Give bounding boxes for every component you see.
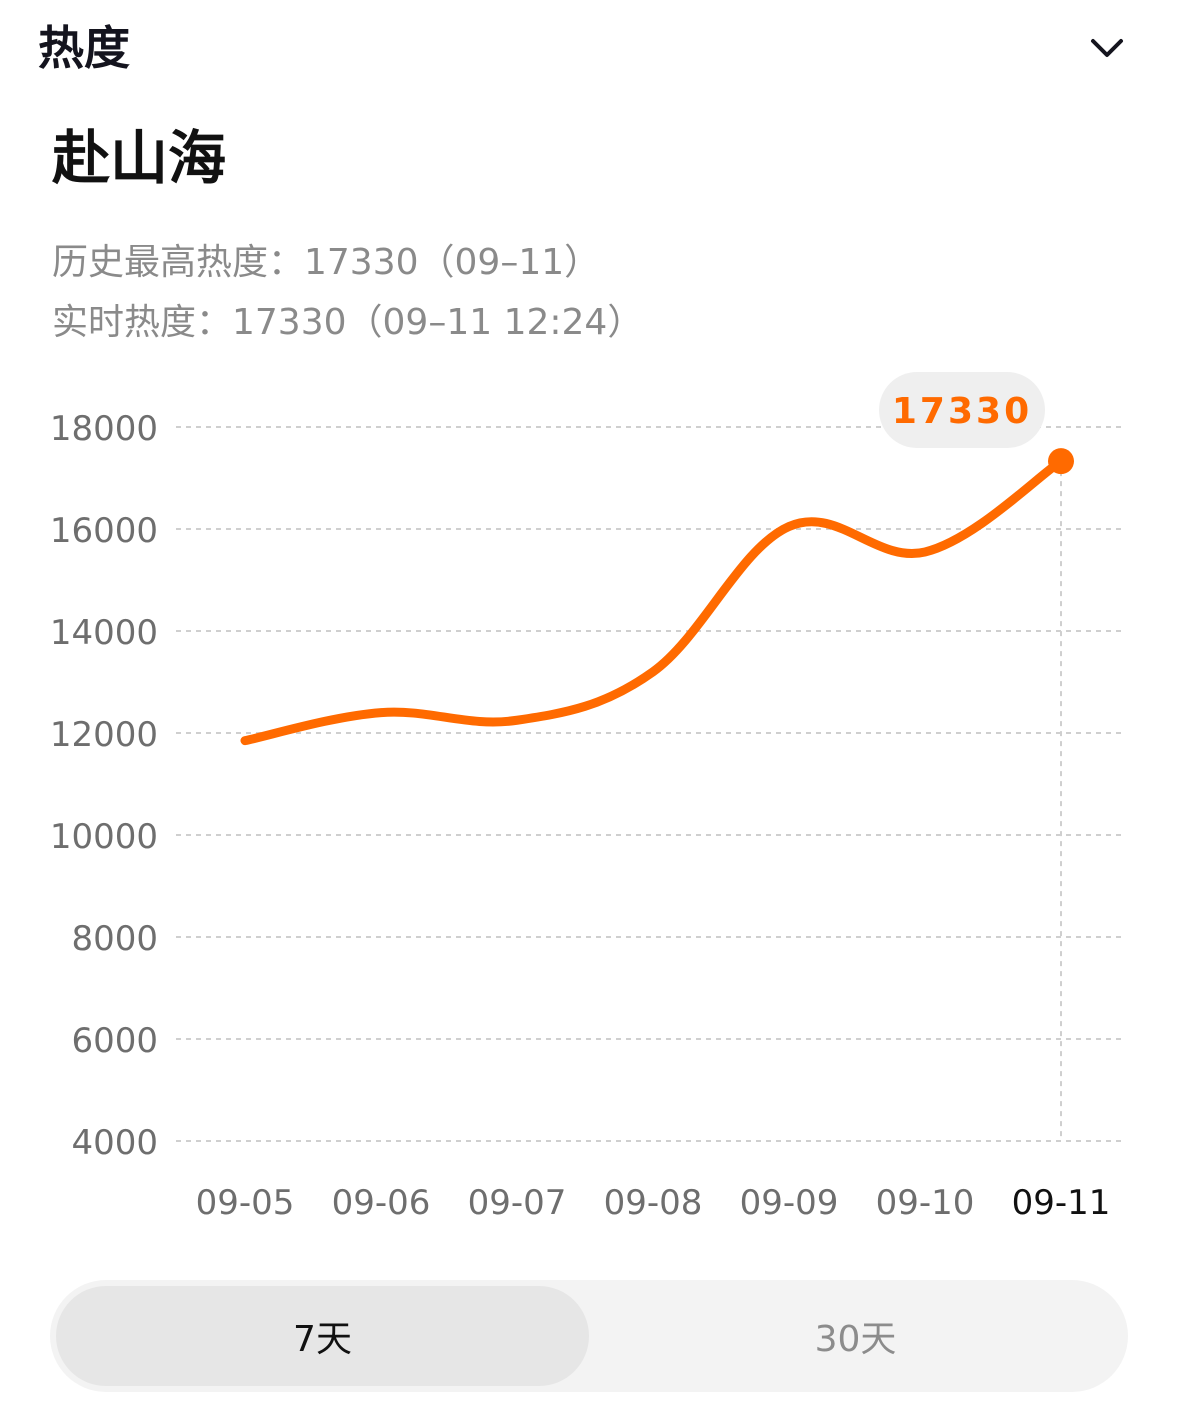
y-tick-label: 18000 [50, 409, 158, 449]
collapse-button[interactable] [1081, 22, 1133, 74]
panel-header: 热度 [0, 0, 1179, 96]
value-tooltip-label: 17330 [892, 391, 1032, 432]
y-tick-label: 14000 [50, 613, 158, 653]
historical-high-stat: 历史最高热度：17330（09–11） [52, 242, 601, 283]
x-tick-label: 09-11 [1012, 1183, 1111, 1223]
highlight-point [1048, 448, 1074, 475]
tab-7-days[interactable]: 7天 [56, 1286, 589, 1386]
y-tick-label: 12000 [50, 715, 158, 755]
tab-30-days[interactable]: 30天 [814, 1319, 897, 1360]
series-line [240, 456, 1066, 746]
chevron-down-icon [1091, 39, 1123, 57]
value-tooltip [879, 372, 1045, 448]
panel-title: 热度 [38, 21, 130, 75]
x-tick-label: 09-08 [604, 1183, 703, 1223]
y-tick-label: 6000 [71, 1021, 158, 1061]
heat-line-chart: 18000 16000 14000 12000 10000 8000 6000 4000 173… [50, 372, 1126, 1223]
x-tick-label: 09-05 [196, 1183, 295, 1223]
x-tick-label: 09-09 [740, 1183, 839, 1223]
realtime-stat: 实时热度：17330（09–11 12:24） [52, 302, 644, 343]
range-tabs: 7天 30天 [50, 1280, 1128, 1392]
x-tick-label: 09-06 [332, 1183, 431, 1223]
y-tick-label: 4000 [71, 1123, 158, 1163]
x-tick-label: 09-10 [876, 1183, 975, 1223]
item-title: 赴山海 [52, 124, 227, 192]
y-tick-label: 8000 [71, 919, 158, 959]
y-tick-label: 16000 [50, 511, 158, 551]
y-tick-label: 10000 [50, 817, 158, 857]
x-tick-label: 09-07 [468, 1183, 567, 1223]
